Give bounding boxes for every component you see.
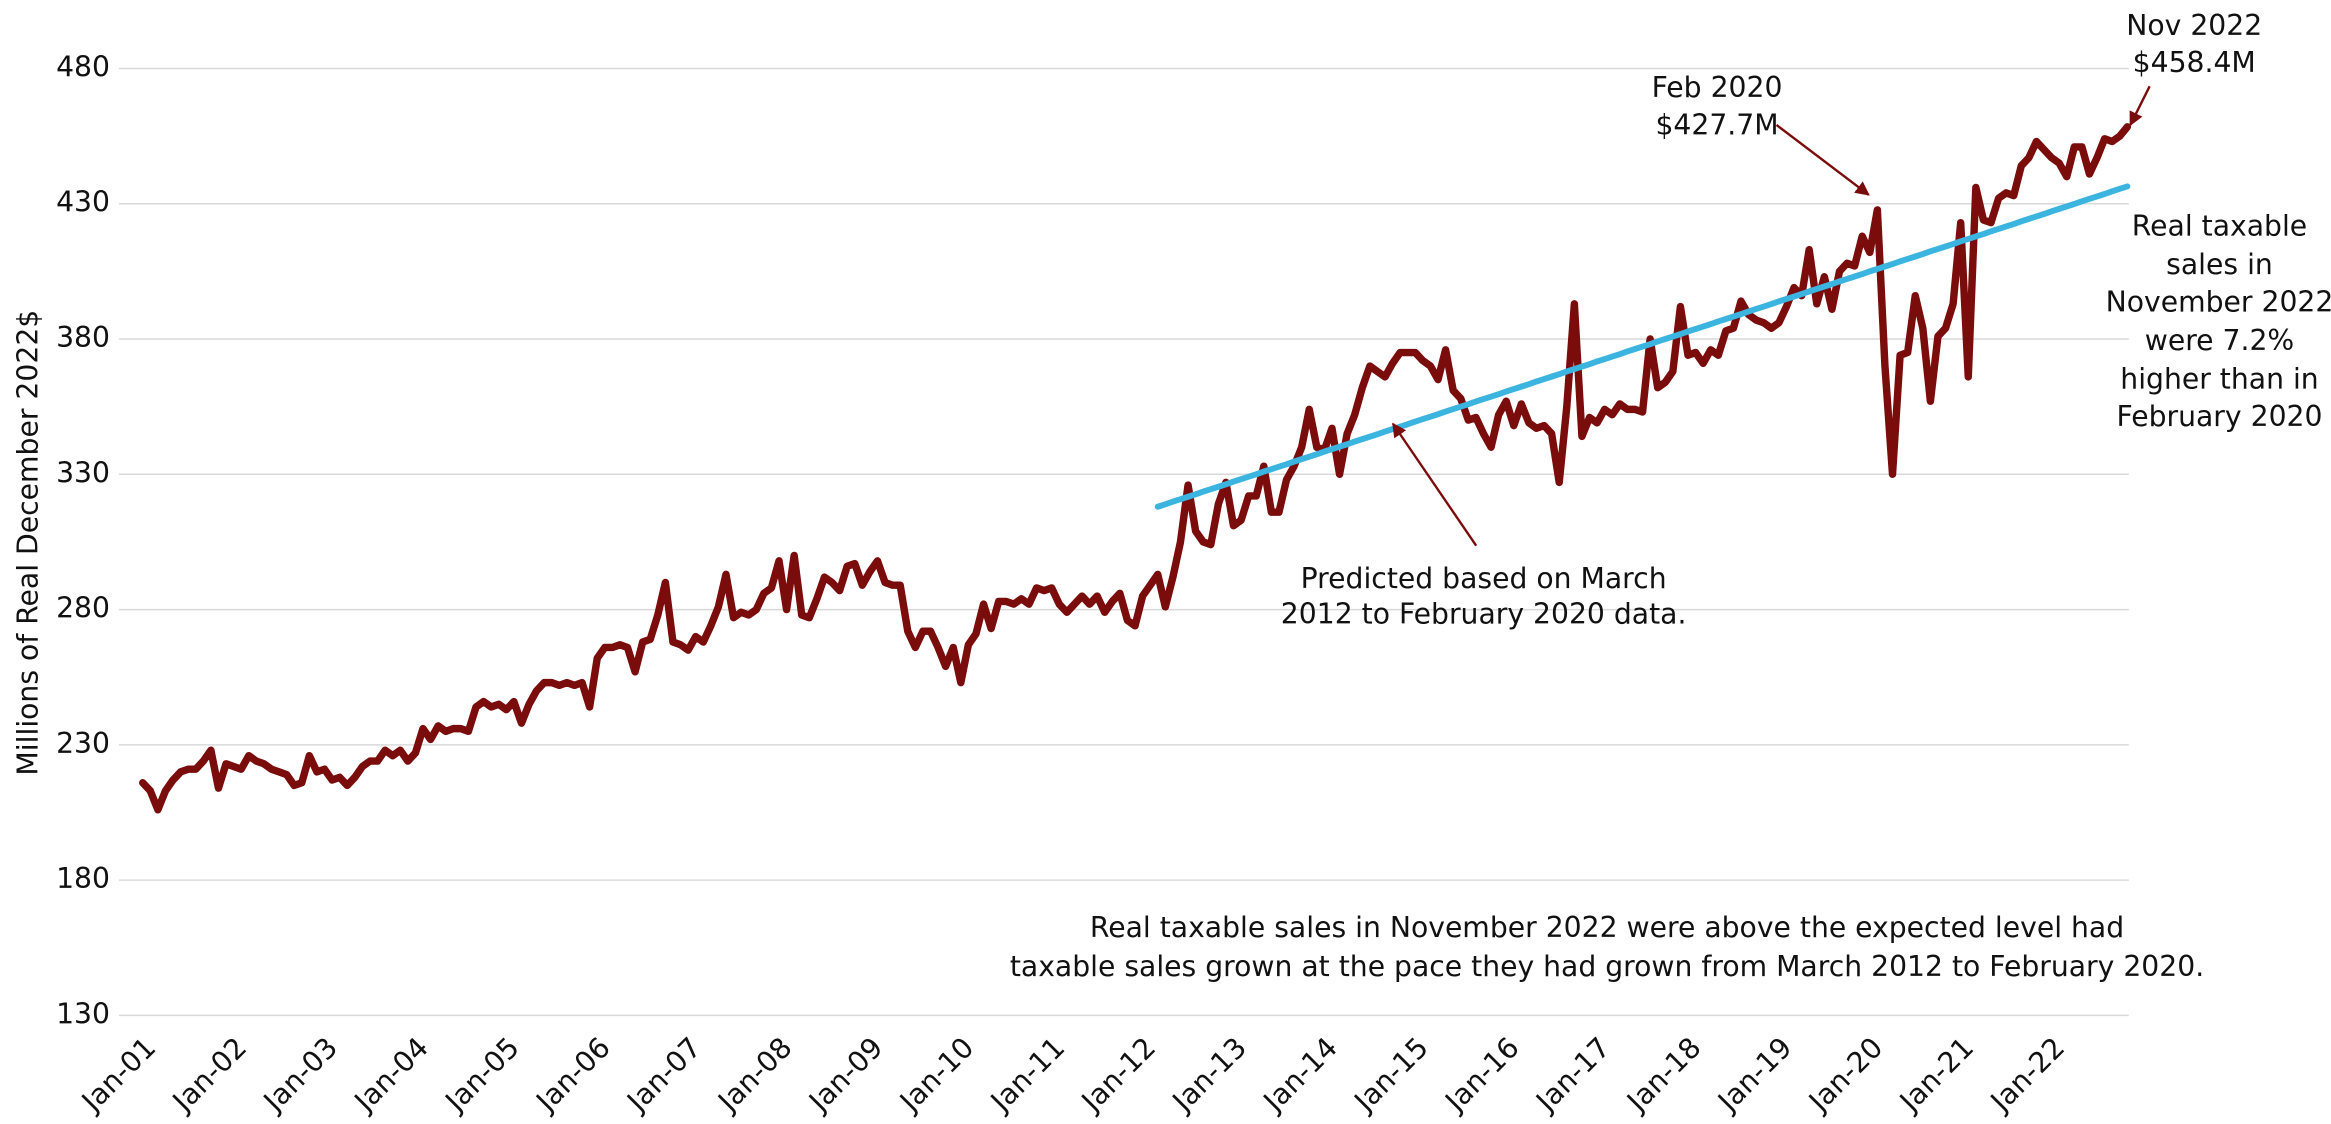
x-tick-label: Jan-18 (1619, 1031, 1707, 1119)
x-tick-label: Jan-14 (1256, 1031, 1344, 1119)
x-tick-label: Jan-08 (710, 1031, 798, 1119)
x-tick-label: Jan-01 (74, 1031, 162, 1119)
x-tick-label: Jan-11 (983, 1031, 1071, 1119)
annotation: Predicted based on March (1301, 562, 1667, 595)
x-tick-label: Jan-07 (619, 1031, 707, 1119)
y-axis-label: Millions of Real December 2022$ (12, 310, 45, 776)
x-tick-label: Jan-21 (1892, 1031, 1980, 1119)
y-tick-label: 430 (56, 186, 110, 219)
x-tick-label: Jan-03 (256, 1031, 344, 1119)
y-tick-label: 480 (56, 50, 110, 83)
annotation-arrow (1391, 422, 1478, 547)
x-tick-label: Jan-17 (1528, 1031, 1616, 1119)
x-tick-label: Jan-02 (165, 1031, 253, 1119)
y-tick-label: 280 (56, 592, 110, 625)
x-tick-label: Jan-06 (529, 1031, 617, 1119)
x-tick-label: Jan-05 (438, 1031, 526, 1119)
annotation: February 2020 (2117, 400, 2323, 433)
data-line (138, 123, 2132, 814)
annotation: higher than in (2120, 363, 2318, 396)
annotation: Nov 2022 (2126, 9, 2262, 42)
annotation: Real taxable (2132, 210, 2307, 243)
x-tick-label: Jan-10 (892, 1031, 980, 1119)
annotation-arrow (1775, 123, 1870, 196)
x-tick-label: Jan-16 (1438, 1031, 1526, 1119)
annotation: $458.4M (2133, 46, 2256, 79)
annotation-arrow (2129, 85, 2151, 127)
annotation: $427.7M (1655, 108, 1778, 141)
x-tick-label: Jan-13 (1165, 1031, 1253, 1119)
note: taxable sales grown at the pace they had… (1010, 950, 2204, 983)
lines (138, 123, 2132, 814)
annotation: Feb 2020 (1652, 71, 1783, 104)
y-tick-label: 330 (56, 456, 110, 489)
y-tick-label: 380 (56, 321, 110, 354)
y-tick-label: 230 (56, 727, 110, 760)
x-tick-label: Jan-09 (801, 1031, 889, 1119)
x-tick-label: Jan-04 (347, 1031, 435, 1119)
x-tick-label: Jan-12 (1074, 1031, 1162, 1119)
annotation: November 2022 (2106, 285, 2331, 318)
annotation: sales in (2166, 248, 2273, 281)
note: Real taxable sales in November 2022 were… (1090, 911, 2124, 944)
annotation: 2012 to February 2020 data. (1281, 598, 1687, 631)
y-tick-label: 180 (56, 862, 110, 895)
x-tick-label: Jan-15 (1347, 1031, 1435, 1119)
annotation: were 7.2% (2145, 324, 2295, 357)
x-tick-label: Jan-19 (1710, 1031, 1798, 1119)
y-tick-label: 130 (56, 997, 110, 1030)
x-tick-label: Jan-20 (1801, 1031, 1889, 1119)
trend-line (1154, 183, 2131, 510)
x-tick-label: Jan-22 (1983, 1031, 2071, 1119)
